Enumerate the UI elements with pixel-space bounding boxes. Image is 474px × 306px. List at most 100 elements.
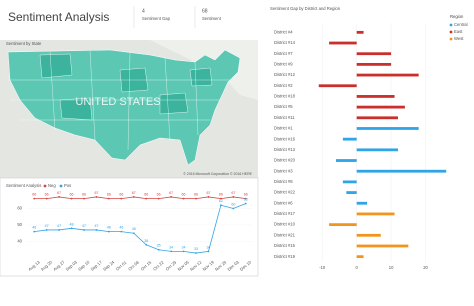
- data-label: 66: [82, 193, 86, 197]
- bar: [356, 233, 381, 237]
- category-label: District #19: [274, 254, 296, 259]
- point: [45, 197, 48, 200]
- bar: [356, 127, 419, 130]
- data-label: 34: [169, 245, 173, 249]
- legend-label: Pos: [64, 183, 71, 188]
- legend-label: Neg: [48, 183, 56, 188]
- series-line: [34, 196, 246, 200]
- point: [232, 196, 235, 198]
- bar: [356, 30, 364, 34]
- legend-label: West: [454, 36, 464, 41]
- legend-marker: [449, 30, 453, 34]
- data-label: 46: [32, 226, 36, 230]
- bar: [356, 52, 392, 56]
- bar: [356, 148, 398, 152]
- map-attribution: © 2016 Microsoft Corporation © 2016 HERE: [183, 172, 252, 176]
- category-label: District #16: [274, 136, 296, 141]
- point: [219, 204, 222, 207]
- point: [182, 197, 185, 200]
- category-label: District #12: [274, 72, 296, 77]
- category-label: District #3: [274, 168, 293, 173]
- data-label: 33: [194, 247, 198, 251]
- point: [170, 250, 173, 253]
- category-label: District #22: [274, 190, 296, 195]
- point: [244, 197, 247, 200]
- point: [95, 196, 98, 198]
- point: [170, 196, 173, 198]
- point: [58, 229, 61, 231]
- data-label: 66: [244, 193, 248, 197]
- legend-marker: [43, 184, 47, 188]
- point: [70, 227, 73, 230]
- point: [145, 197, 148, 200]
- bar: [356, 116, 398, 120]
- bar: [336, 159, 357, 162]
- x-tick-label: 20: [423, 265, 428, 270]
- category-label: District #14: [274, 40, 296, 45]
- category-label: District #7: [274, 51, 293, 56]
- point: [219, 197, 222, 200]
- category-label: District #17: [274, 211, 296, 216]
- point: [232, 207, 235, 210]
- bar: [356, 255, 364, 259]
- bar: [356, 105, 405, 109]
- card-value: 68: [202, 8, 208, 14]
- point: [95, 229, 98, 231]
- data-label: 46: [107, 226, 111, 230]
- point: [207, 250, 210, 253]
- category-label: District #9: [274, 61, 293, 66]
- legend-title: Region: [450, 14, 464, 19]
- x-tick-label: 0: [355, 265, 358, 270]
- category-label: District #13: [274, 147, 296, 152]
- point: [182, 250, 185, 253]
- point: [70, 197, 73, 200]
- point: [244, 202, 247, 205]
- category-label: District #1: [274, 126, 293, 131]
- point: [157, 248, 160, 251]
- data-label: 60: [231, 202, 235, 206]
- page-title: Sentiment Analysis: [8, 10, 109, 24]
- data-label: 66: [70, 193, 74, 197]
- card-label: Sentiment: [202, 16, 222, 21]
- data-label: 66: [157, 193, 161, 197]
- data-label: 67: [132, 191, 136, 195]
- map-land: [150, 40, 258, 100]
- data-label: 67: [231, 191, 235, 195]
- bar: [342, 180, 357, 184]
- point: [120, 230, 123, 233]
- state-borders: [8, 50, 230, 151]
- category-label: District #21: [274, 232, 296, 237]
- y-tick-label: 60: [17, 206, 22, 211]
- point: [132, 232, 135, 235]
- point: [83, 197, 85, 200]
- legend-label: East: [454, 29, 463, 34]
- data-label: 66: [182, 193, 186, 197]
- point: [45, 229, 48, 231]
- category-label: District #15: [274, 243, 296, 248]
- data-label: 67: [57, 191, 61, 195]
- category-label: District #10: [274, 222, 296, 227]
- data-label: 66: [45, 193, 49, 197]
- series-line: [34, 203, 246, 254]
- data-label: 66: [119, 193, 123, 197]
- legend-label: Central: [454, 22, 468, 27]
- chart-title: Sentiment Gap by District and Region: [270, 6, 341, 11]
- y-tick-label: 50: [17, 222, 22, 227]
- data-label: 47: [57, 224, 61, 228]
- legend-marker: [59, 184, 63, 188]
- point: [195, 252, 197, 254]
- point: [207, 196, 210, 198]
- data-label: 67: [169, 191, 173, 195]
- data-label: 63: [244, 198, 248, 202]
- data-label: 47: [82, 224, 86, 228]
- category-label: District #5: [274, 104, 293, 109]
- point: [195, 197, 197, 200]
- bar: [356, 169, 447, 173]
- x-tick-label: -10: [319, 265, 326, 270]
- data-label: 34: [182, 245, 186, 249]
- data-label: 48: [70, 222, 74, 226]
- line-panel: [0, 177, 259, 277]
- point: [33, 230, 36, 233]
- map-label: UNITED STATES: [75, 96, 160, 108]
- legend-marker: [449, 37, 453, 41]
